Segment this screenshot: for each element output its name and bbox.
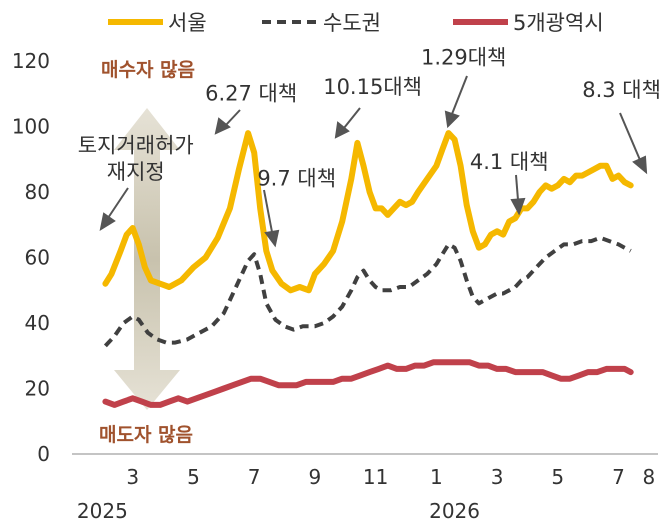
y-tick-label: 100	[12, 115, 50, 139]
legend-label-seoul: 서울	[168, 11, 207, 35]
x-year-label: 2026	[429, 499, 480, 523]
x-tick-label: 3	[491, 465, 504, 489]
annotation-label: 토지거래허가	[78, 134, 194, 158]
annotation-label: 6.27 대책	[205, 81, 297, 105]
y-tick-label: 80	[25, 180, 50, 204]
series-line-seoul	[102, 130, 634, 294]
side-label-buyers: 매수자 많음	[101, 59, 195, 81]
legend-label-capital-area: 수도권	[323, 11, 381, 35]
y-tick-label: 60	[25, 246, 50, 270]
legend: 서울 수도권 5개광역시	[108, 11, 604, 35]
annotation-label: 8.3 대책	[582, 78, 661, 102]
annotation-label: 4.1 대책	[470, 150, 549, 174]
y-tick-label: 20	[25, 377, 50, 401]
x-tick-label: 5	[187, 465, 200, 489]
x-tick-label: 9	[309, 465, 322, 489]
annotation-label: 10.15대책	[323, 75, 422, 99]
x-tick-label: 7	[612, 465, 625, 489]
x-tick-label: 3	[126, 465, 139, 489]
buyer-seller-double-arrow	[114, 108, 180, 410]
series-line-five-metro	[102, 359, 634, 408]
x-year-label: 2025	[77, 499, 128, 523]
x-tick-label: 8	[643, 465, 656, 489]
side-label-sellers: 매도자 많음	[99, 424, 193, 446]
series-line-capital-area	[103, 235, 632, 348]
y-axis: 0 20 40 60 80 100 120	[12, 49, 50, 466]
x-tick-label: 5	[551, 465, 564, 489]
annotation-label: 1.29대책	[421, 45, 506, 69]
annotation-label: 9.7 대책	[257, 166, 336, 190]
x-tick-label: 7	[248, 465, 261, 489]
annotation-arrows	[99, 75, 648, 248]
y-tick-label: 120	[12, 49, 50, 73]
y-tick-label: 40	[25, 311, 50, 335]
x-tick-label: 11	[363, 465, 388, 489]
series-layer	[102, 130, 634, 408]
legend-label-five-metro: 5개광역시	[513, 11, 604, 35]
y-tick-label: 0	[37, 442, 50, 466]
annotation-label: 재지정	[107, 160, 165, 184]
x-tick-label: 1	[430, 465, 443, 489]
